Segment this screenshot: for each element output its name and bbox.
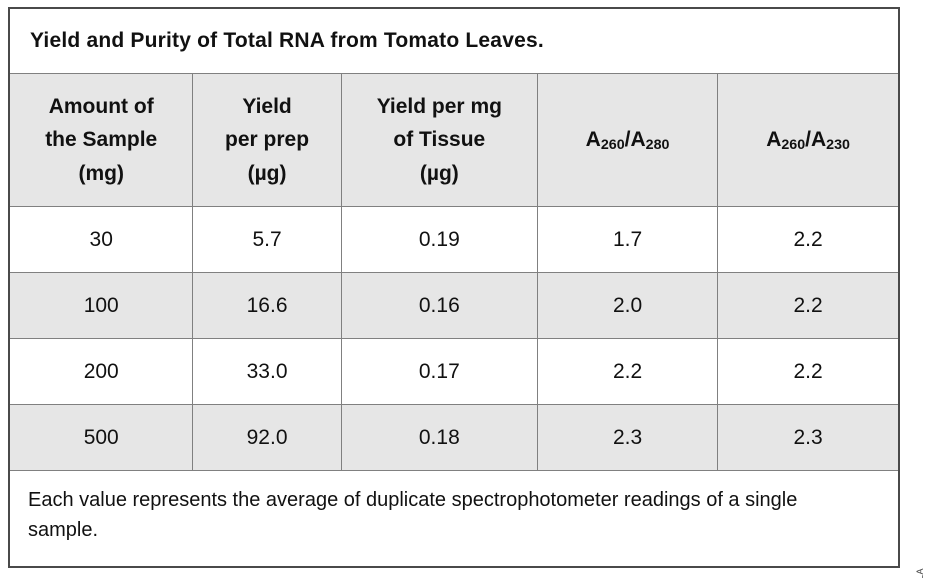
cell-amount: 30 bbox=[10, 206, 194, 273]
table-footnote: Each value represents the average of dup… bbox=[28, 489, 798, 541]
a260-a280-sub2: 280 bbox=[645, 137, 670, 154]
table-row: 200 33.0 0.17 2.2 2.2 bbox=[10, 338, 898, 405]
a260-a230-base1: A bbox=[766, 128, 782, 152]
table-row: 100 16.6 0.16 2.0 2.2 bbox=[10, 272, 898, 339]
col-header-a260-a230: A260/A230 bbox=[717, 74, 898, 207]
cell-a260-a280: 2.3 bbox=[536, 404, 719, 471]
cell-a260-a280: 2.2 bbox=[536, 338, 719, 405]
rna-yield-table: Amount of the Sample (mg) Yield per prep… bbox=[10, 74, 898, 471]
col-header-amount-of-sample: Amount of the Sample (mg) bbox=[10, 74, 194, 207]
cell-yield-per-mg: 0.19 bbox=[340, 206, 538, 273]
cell-yield-per-prep: 33.0 bbox=[192, 338, 342, 405]
cell-amount: 200 bbox=[10, 338, 194, 405]
table-row: 30 5.7 0.19 1.7 2.2 bbox=[10, 206, 898, 273]
a260-a230-sub2: 230 bbox=[826, 137, 850, 154]
table-title: Yield and Purity of Total RNA from Tomat… bbox=[10, 9, 898, 74]
cell-a260-a280: 1.7 bbox=[536, 206, 719, 273]
col-header-a260-a280: A260/A280 bbox=[536, 74, 719, 207]
cell-yield-per-prep: 92.0 bbox=[192, 404, 342, 471]
cell-a260-a280: 2.0 bbox=[536, 272, 719, 339]
cell-a260-a230: 2.2 bbox=[717, 206, 898, 273]
cell-yield-per-mg: 0.17 bbox=[340, 338, 538, 405]
cell-yield-per-mg: 0.18 bbox=[340, 404, 538, 471]
cell-yield-per-mg: 0.16 bbox=[340, 272, 538, 339]
a260-a280-base1: A bbox=[585, 128, 601, 152]
cell-yield-per-prep: 16.6 bbox=[192, 272, 342, 339]
cell-a260-a230: 2.2 bbox=[717, 272, 898, 339]
col-header-yield-per-prep: Yield per prep (µg) bbox=[192, 74, 342, 207]
document-code: 9302LA bbox=[915, 568, 925, 578]
cell-amount: 100 bbox=[10, 272, 194, 339]
cell-yield-per-prep: 5.7 bbox=[192, 206, 342, 273]
cell-a260-a230: 2.2 bbox=[717, 338, 898, 405]
a260-a280-base2: /A bbox=[624, 128, 646, 152]
a260-a230-sub1: 260 bbox=[781, 137, 806, 154]
a260-a230-base2: /A bbox=[805, 128, 827, 152]
cell-a260-a230: 2.3 bbox=[717, 404, 898, 471]
cell-amount: 500 bbox=[10, 404, 194, 471]
a260-a280-sub1: 260 bbox=[600, 137, 625, 154]
table-row: 500 92.0 0.18 2.3 2.3 bbox=[10, 404, 898, 471]
header-row: Amount of the Sample (mg) Yield per prep… bbox=[10, 74, 898, 207]
rna-yield-purity-figure: Yield and Purity of Total RNA from Tomat… bbox=[8, 7, 900, 568]
col-header-yield-per-mg-tissue: Yield per mg of Tissue (µg) bbox=[340, 74, 538, 207]
